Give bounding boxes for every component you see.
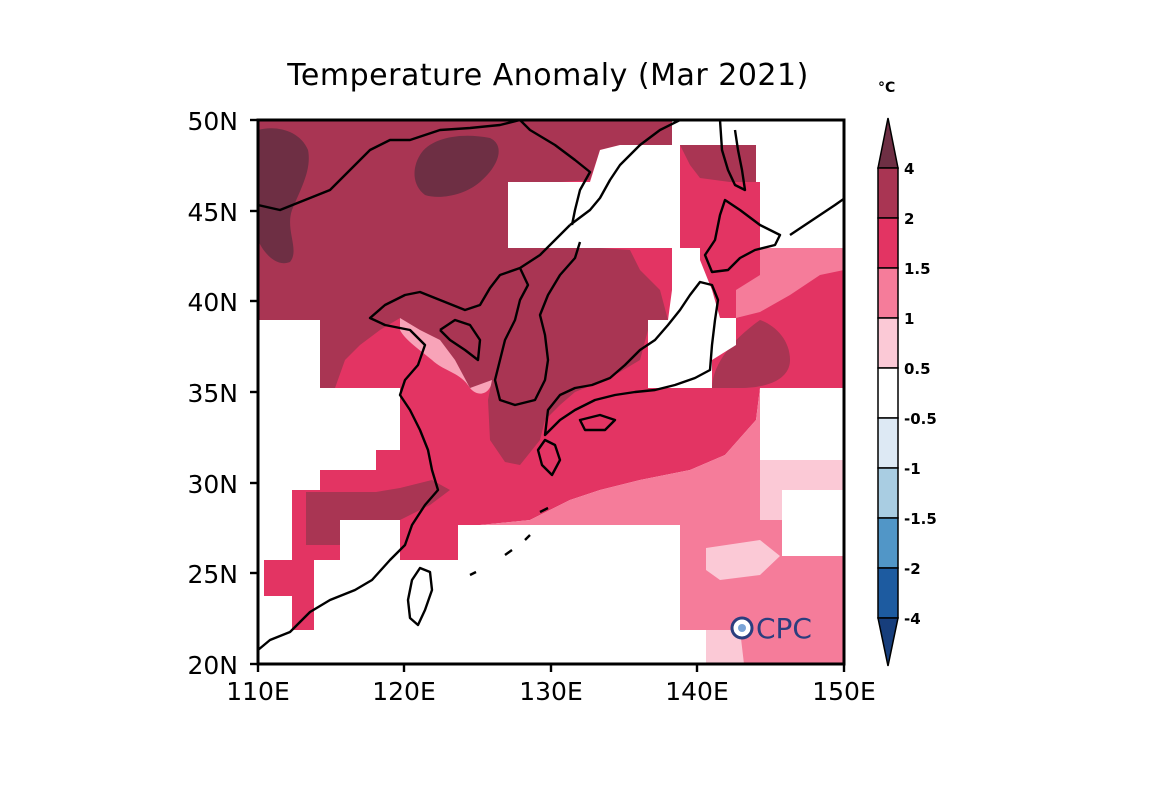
- lat-label-35n: 35N: [187, 379, 238, 408]
- colorbar-cell-0-5-1: [877, 317, 899, 369]
- anomaly-region-2-south: [306, 480, 450, 545]
- lat-label-45n: 45N: [187, 198, 238, 227]
- coastline-japan-kyushu: [536, 438, 562, 477]
- coastline-russia: [569, 120, 681, 226]
- colorbar-label-1-5: 1.5: [904, 260, 931, 278]
- lon-label-120e: 120E: [372, 677, 436, 706]
- lat-label-20n: 20N: [187, 651, 238, 680]
- colorbar-label-neg-1: -1: [904, 460, 921, 478]
- coastline-taiwan: [406, 566, 434, 627]
- coastline-ryukyu: [469, 506, 549, 577]
- border-china-mongolia: [258, 120, 521, 212]
- anomaly-region-2-east: [712, 320, 790, 388]
- colorbar-label-neg-2: -2: [904, 560, 921, 578]
- lon-label-150e: 150E: [812, 677, 876, 706]
- colorbar-label-neg-4: -4: [904, 610, 921, 628]
- colorbar-label-1: 1: [904, 310, 914, 328]
- anomaly-field: [258, 120, 844, 664]
- colorbar-cell-neg-2-4: [877, 567, 899, 619]
- cpc-logo: CPC: [730, 612, 812, 645]
- anomaly-region-4: [258, 128, 309, 264]
- colorbar-label-0-5: 0.5: [904, 360, 931, 378]
- anomaly-region-1-east: [736, 248, 844, 318]
- colorbar-label-4: 4: [904, 160, 914, 178]
- colorbar-cell-neg-0-5-1: [877, 417, 899, 469]
- colorbar-label-neg-0-5: -0.5: [904, 410, 937, 428]
- colorbar-bottom-arrow: [877, 617, 899, 667]
- lat-label-40n: 40N: [187, 288, 238, 317]
- coastline-japan-hokkaido: [703, 198, 782, 274]
- lat-label-50n: 50N: [187, 107, 238, 136]
- coastline-china: [258, 224, 571, 651]
- colorbar-cell-neutral: [877, 367, 899, 419]
- colorbar-unit-label: °C: [878, 80, 896, 96]
- colorbar: [877, 117, 899, 667]
- anomaly-region-1: [458, 388, 844, 664]
- colorbar-top-arrow: [877, 117, 899, 169]
- coastline-kurils: [789, 197, 844, 236]
- anomaly-region-2: [258, 120, 672, 465]
- colorbar-cell-neg-1-1-5: [877, 467, 899, 519]
- coastline-japan-honshu: [543, 280, 720, 437]
- colorbar-label-neg-1-5: -1.5: [904, 510, 937, 528]
- axis-ticks: [250, 118, 846, 672]
- coastline-bohai-bay: [439, 318, 482, 362]
- coastline-sakhalin: [718, 120, 747, 192]
- colorbar-cell-1-1-5: [877, 267, 899, 319]
- border-china-russia: [519, 120, 592, 226]
- lat-label-30n: 30N: [187, 470, 238, 499]
- lon-label-110e: 110E: [226, 677, 290, 706]
- colorbar-label-2: 2: [904, 210, 914, 228]
- coastline-japan-shikoku: [578, 413, 617, 432]
- colorbar-cell-2-4: [877, 167, 899, 219]
- lon-label-140e: 140E: [665, 677, 729, 706]
- no-anomaly-areas: [258, 120, 844, 664]
- anomaly-region-2-north-japan: [680, 145, 756, 182]
- colorbar-cell-1-5-2: [877, 217, 899, 269]
- chart-title: Temperature Anomaly (Mar 2021): [287, 58, 809, 93]
- cpc-logo-text: CPC: [756, 612, 812, 645]
- coastline-korea: [493, 241, 582, 407]
- lon-label-130e: 130E: [519, 677, 583, 706]
- lat-label-25n: 25N: [187, 560, 238, 589]
- colorbar-cell-neg-1-5-2: [877, 517, 899, 569]
- coastlines: [258, 120, 844, 651]
- anomaly-region-4-mongolia: [414, 135, 499, 197]
